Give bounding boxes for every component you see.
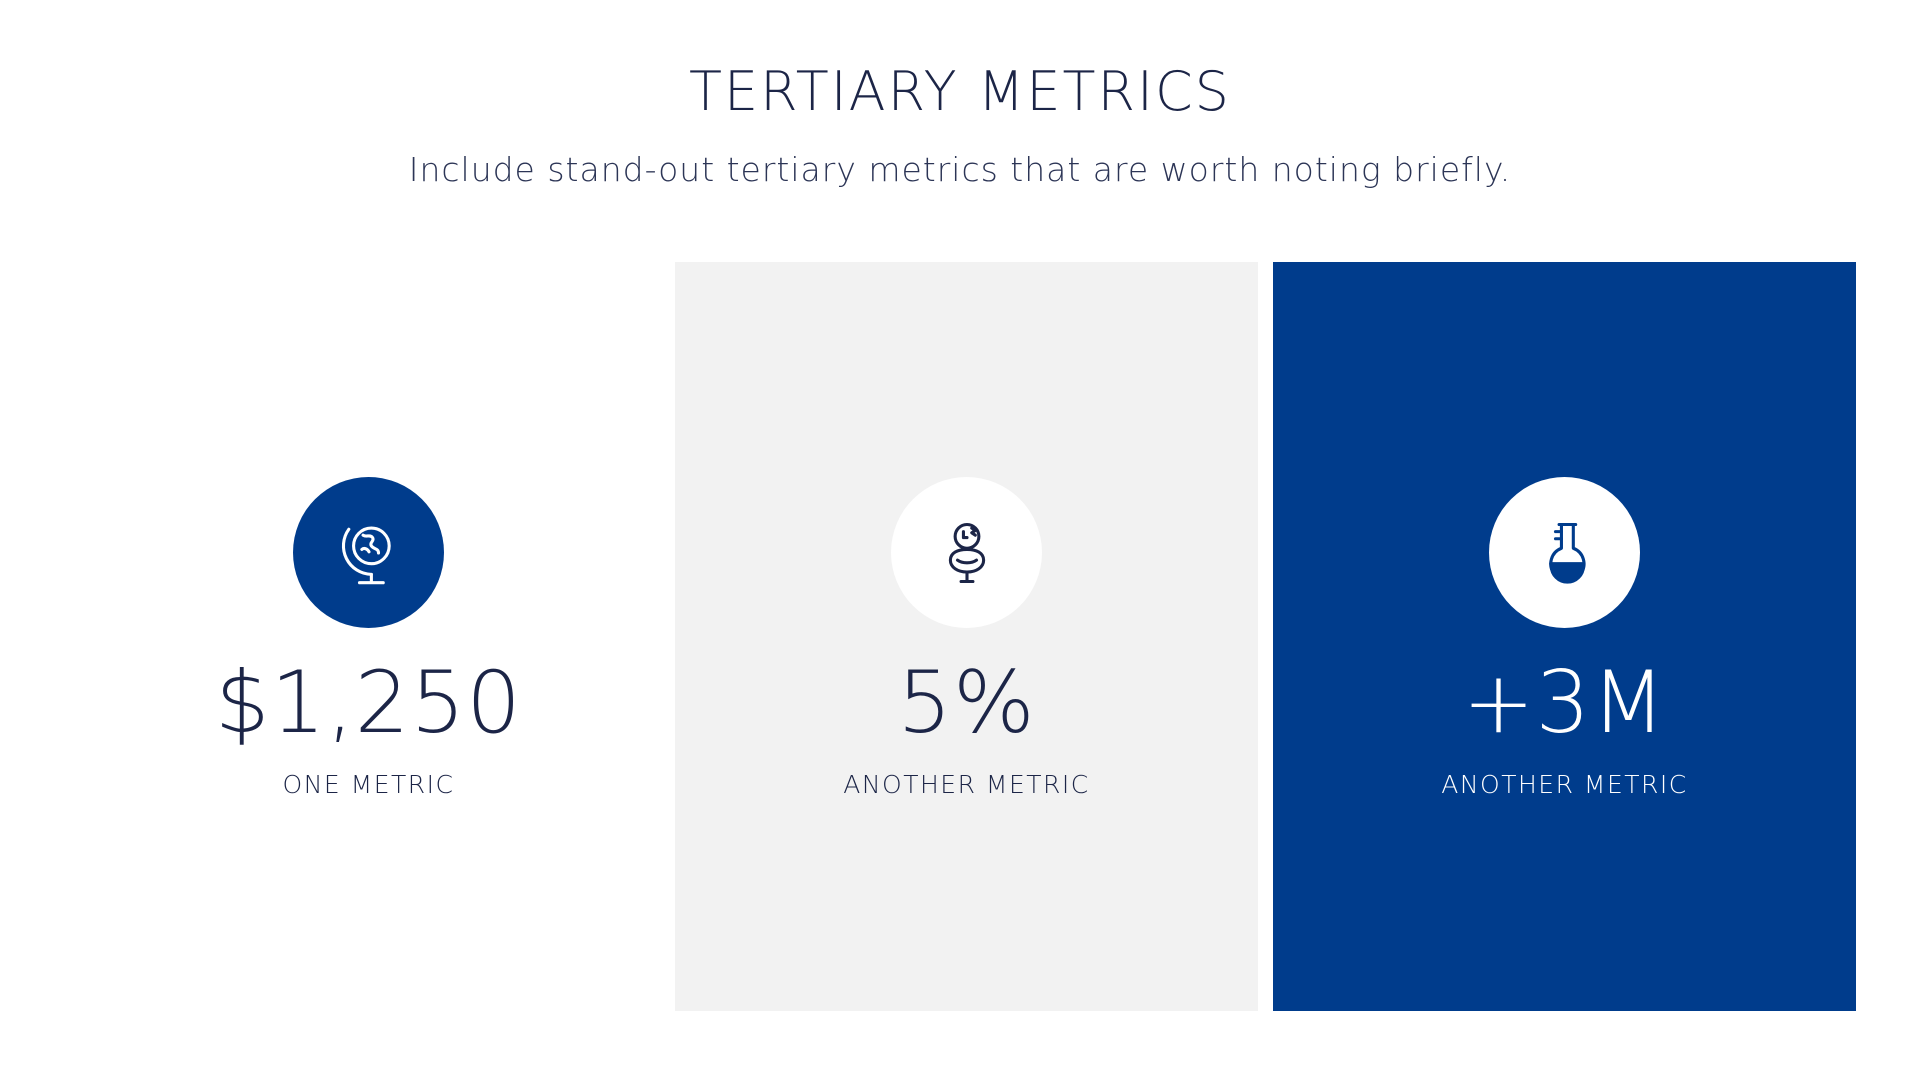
flask-icon [1489, 477, 1640, 628]
metric-card-three: +3M ANOTHER METRIC [1273, 262, 1856, 1011]
metric-value: +3M [1462, 653, 1667, 753]
metric-card-two: 5% ANOTHER METRIC [675, 262, 1258, 1011]
metric-label: ANOTHER METRIC [843, 770, 1090, 799]
metric-label: ONE METRIC [282, 770, 455, 799]
metric-label: ANOTHER METRIC [1441, 770, 1688, 799]
metric-value: 5% [897, 653, 1036, 753]
page-title: TERTIARY METRICS [689, 60, 1231, 123]
page-subtitle: Include stand-out tertiary metrics that … [408, 150, 1512, 189]
chick-icon [891, 477, 1042, 628]
metric-card-one: $1,250 ONE METRIC [77, 262, 660, 1011]
metric-value: $1,250 [215, 653, 522, 753]
globe-icon [293, 477, 444, 628]
